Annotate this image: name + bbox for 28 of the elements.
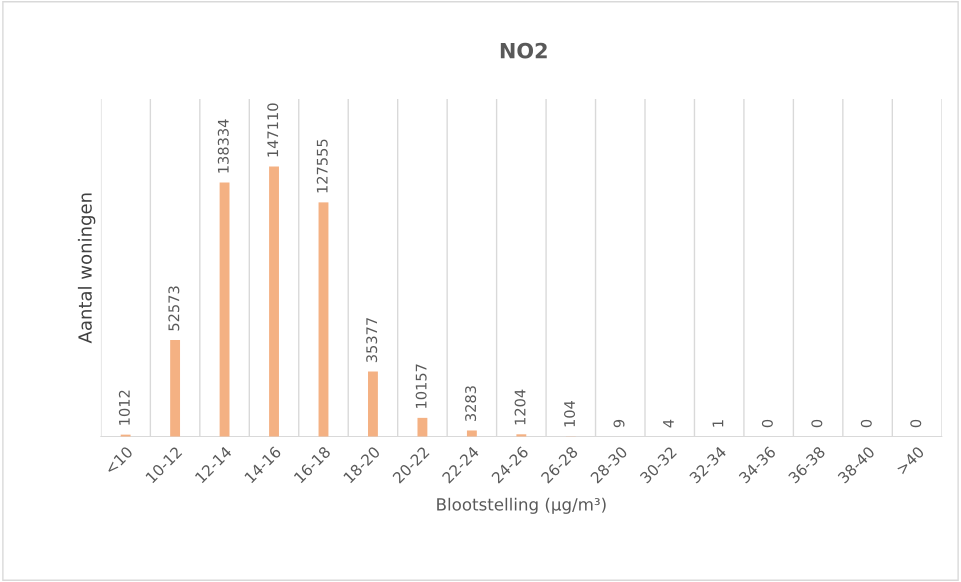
bar bbox=[417, 418, 428, 436]
data-label: 1204 bbox=[514, 390, 526, 424]
data-label: 10157 bbox=[416, 364, 427, 408]
data-label: 104 bbox=[564, 400, 576, 426]
data-label: 52573 bbox=[168, 286, 180, 331]
data-label: 0 bbox=[860, 420, 872, 428]
data-label: 147110 bbox=[267, 103, 278, 157]
data-label: 9 bbox=[613, 420, 624, 428]
bar bbox=[220, 182, 230, 436]
data-label: 127555 bbox=[316, 140, 328, 192]
data-label: 1 bbox=[712, 420, 724, 427]
data-label: 1012 bbox=[118, 390, 130, 425]
data-label: 0 bbox=[811, 420, 822, 428]
data-label: 138334 bbox=[218, 119, 229, 173]
bar bbox=[170, 340, 180, 436]
data-label: 0 bbox=[762, 420, 773, 428]
data-label: 3283 bbox=[465, 386, 476, 422]
chart-title: NO2 bbox=[500, 42, 547, 58]
data-label: 35377 bbox=[366, 318, 378, 362]
bar bbox=[466, 430, 477, 436]
data-label: 4 bbox=[663, 420, 674, 428]
x-tick-label: <10 bbox=[104, 446, 134, 475]
bar bbox=[269, 166, 279, 436]
bar bbox=[368, 372, 378, 436]
bar bbox=[318, 202, 328, 436]
y-axis-title: Aantal woningen bbox=[78, 194, 96, 344]
data-label: 0 bbox=[910, 420, 922, 428]
x-axis-title: Blootstelling (µg/m³) bbox=[437, 498, 606, 514]
